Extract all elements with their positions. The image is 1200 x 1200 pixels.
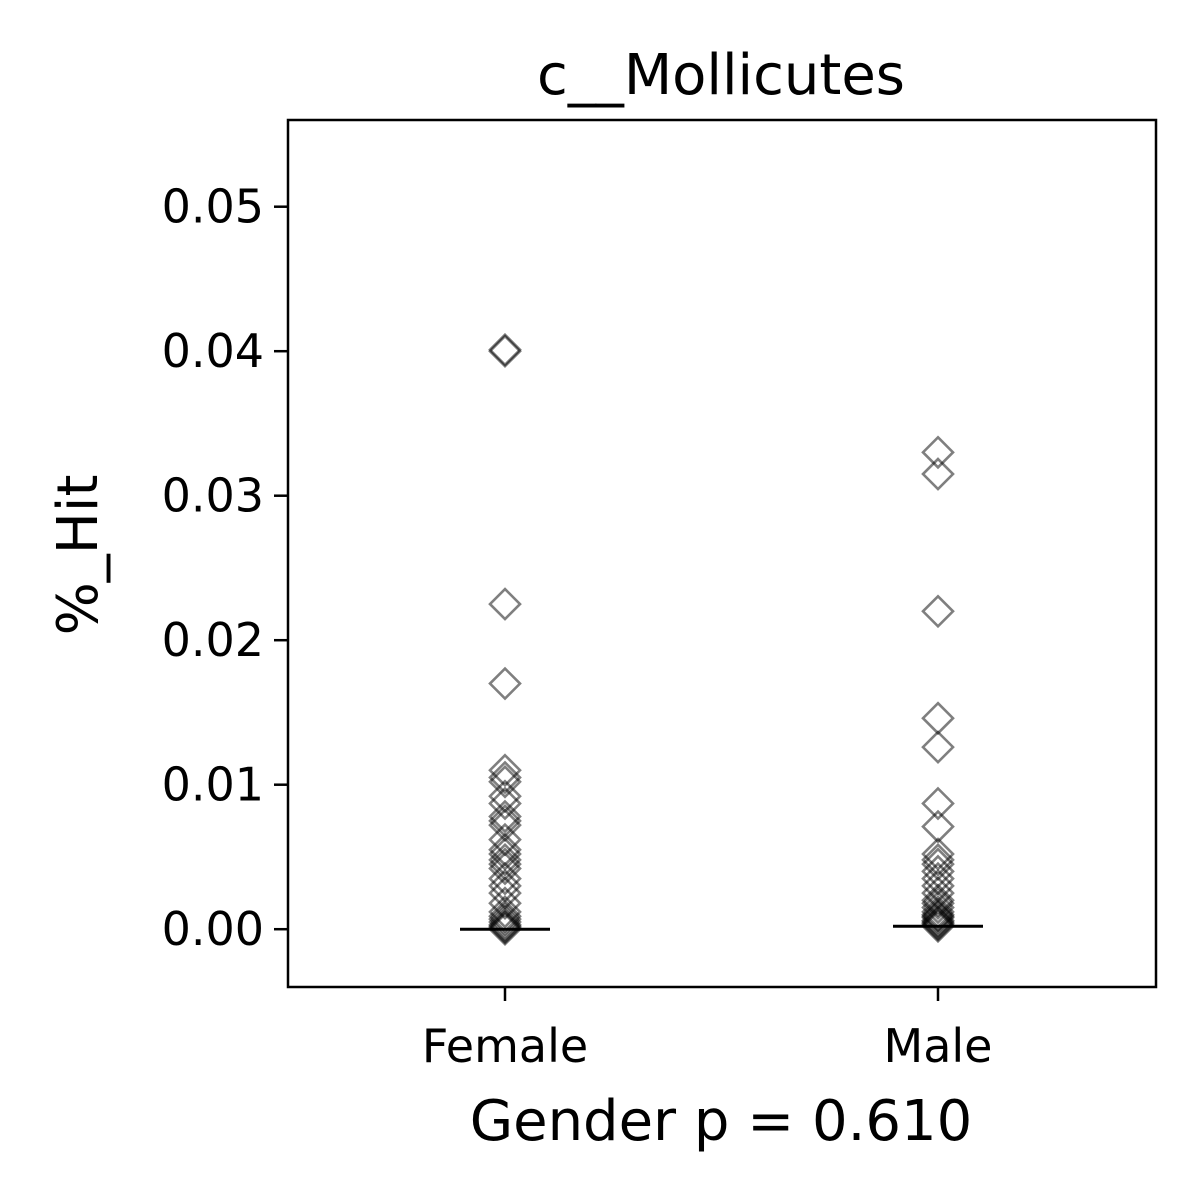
chart-title: c__Mollicutes bbox=[537, 43, 905, 108]
data-point bbox=[488, 786, 522, 821]
x-axis-label: Gender p = 0.610 bbox=[470, 1089, 973, 1154]
data-point bbox=[488, 587, 522, 621]
data-point bbox=[921, 883, 955, 918]
y-tick-label: 0.01 bbox=[162, 758, 264, 812]
data-point bbox=[921, 909, 955, 944]
data-point bbox=[921, 730, 955, 764]
data-point bbox=[921, 435, 955, 470]
data-point bbox=[488, 843, 522, 877]
data-point bbox=[488, 912, 522, 947]
y-axis: 0.00 0.01 0.02 0.03 0.04 0.05 bbox=[162, 180, 288, 956]
data-point bbox=[921, 886, 955, 921]
data-point bbox=[921, 786, 955, 821]
y-axis-label: %_Hit bbox=[46, 475, 111, 636]
data-point bbox=[488, 899, 522, 934]
series-female bbox=[460, 332, 550, 947]
data-point bbox=[921, 890, 955, 925]
data-point bbox=[921, 900, 955, 935]
data-point bbox=[488, 886, 522, 921]
data-point bbox=[488, 764, 522, 799]
data-point bbox=[921, 457, 955, 491]
y-tick-label: 0.04 bbox=[162, 324, 264, 378]
data-point bbox=[488, 753, 522, 788]
data-point bbox=[921, 843, 955, 877]
y-tick-label: 0.03 bbox=[162, 469, 264, 523]
data-point bbox=[488, 799, 522, 834]
data-point bbox=[488, 334, 522, 369]
y-tick-label: 0.05 bbox=[162, 180, 264, 234]
series-male bbox=[893, 435, 983, 944]
data-point bbox=[488, 895, 522, 929]
data-point bbox=[488, 760, 522, 795]
data-point bbox=[488, 861, 522, 896]
y-tick-label: 0.02 bbox=[162, 613, 264, 667]
x-tick-label: Female bbox=[422, 1019, 588, 1073]
data-point bbox=[488, 851, 522, 886]
data-point bbox=[921, 809, 955, 844]
plot-marks bbox=[460, 332, 983, 947]
data-point bbox=[488, 905, 522, 939]
data-point bbox=[921, 701, 955, 736]
data-point bbox=[488, 902, 522, 936]
plot-frame bbox=[286, 118, 1158, 989]
data-point bbox=[488, 666, 522, 701]
x-tick-label: Male bbox=[884, 1019, 993, 1073]
data-point bbox=[488, 332, 522, 367]
data-point bbox=[921, 594, 955, 629]
x-axis: Female Male bbox=[422, 987, 993, 1073]
y-tick-label: 0.00 bbox=[162, 902, 264, 956]
